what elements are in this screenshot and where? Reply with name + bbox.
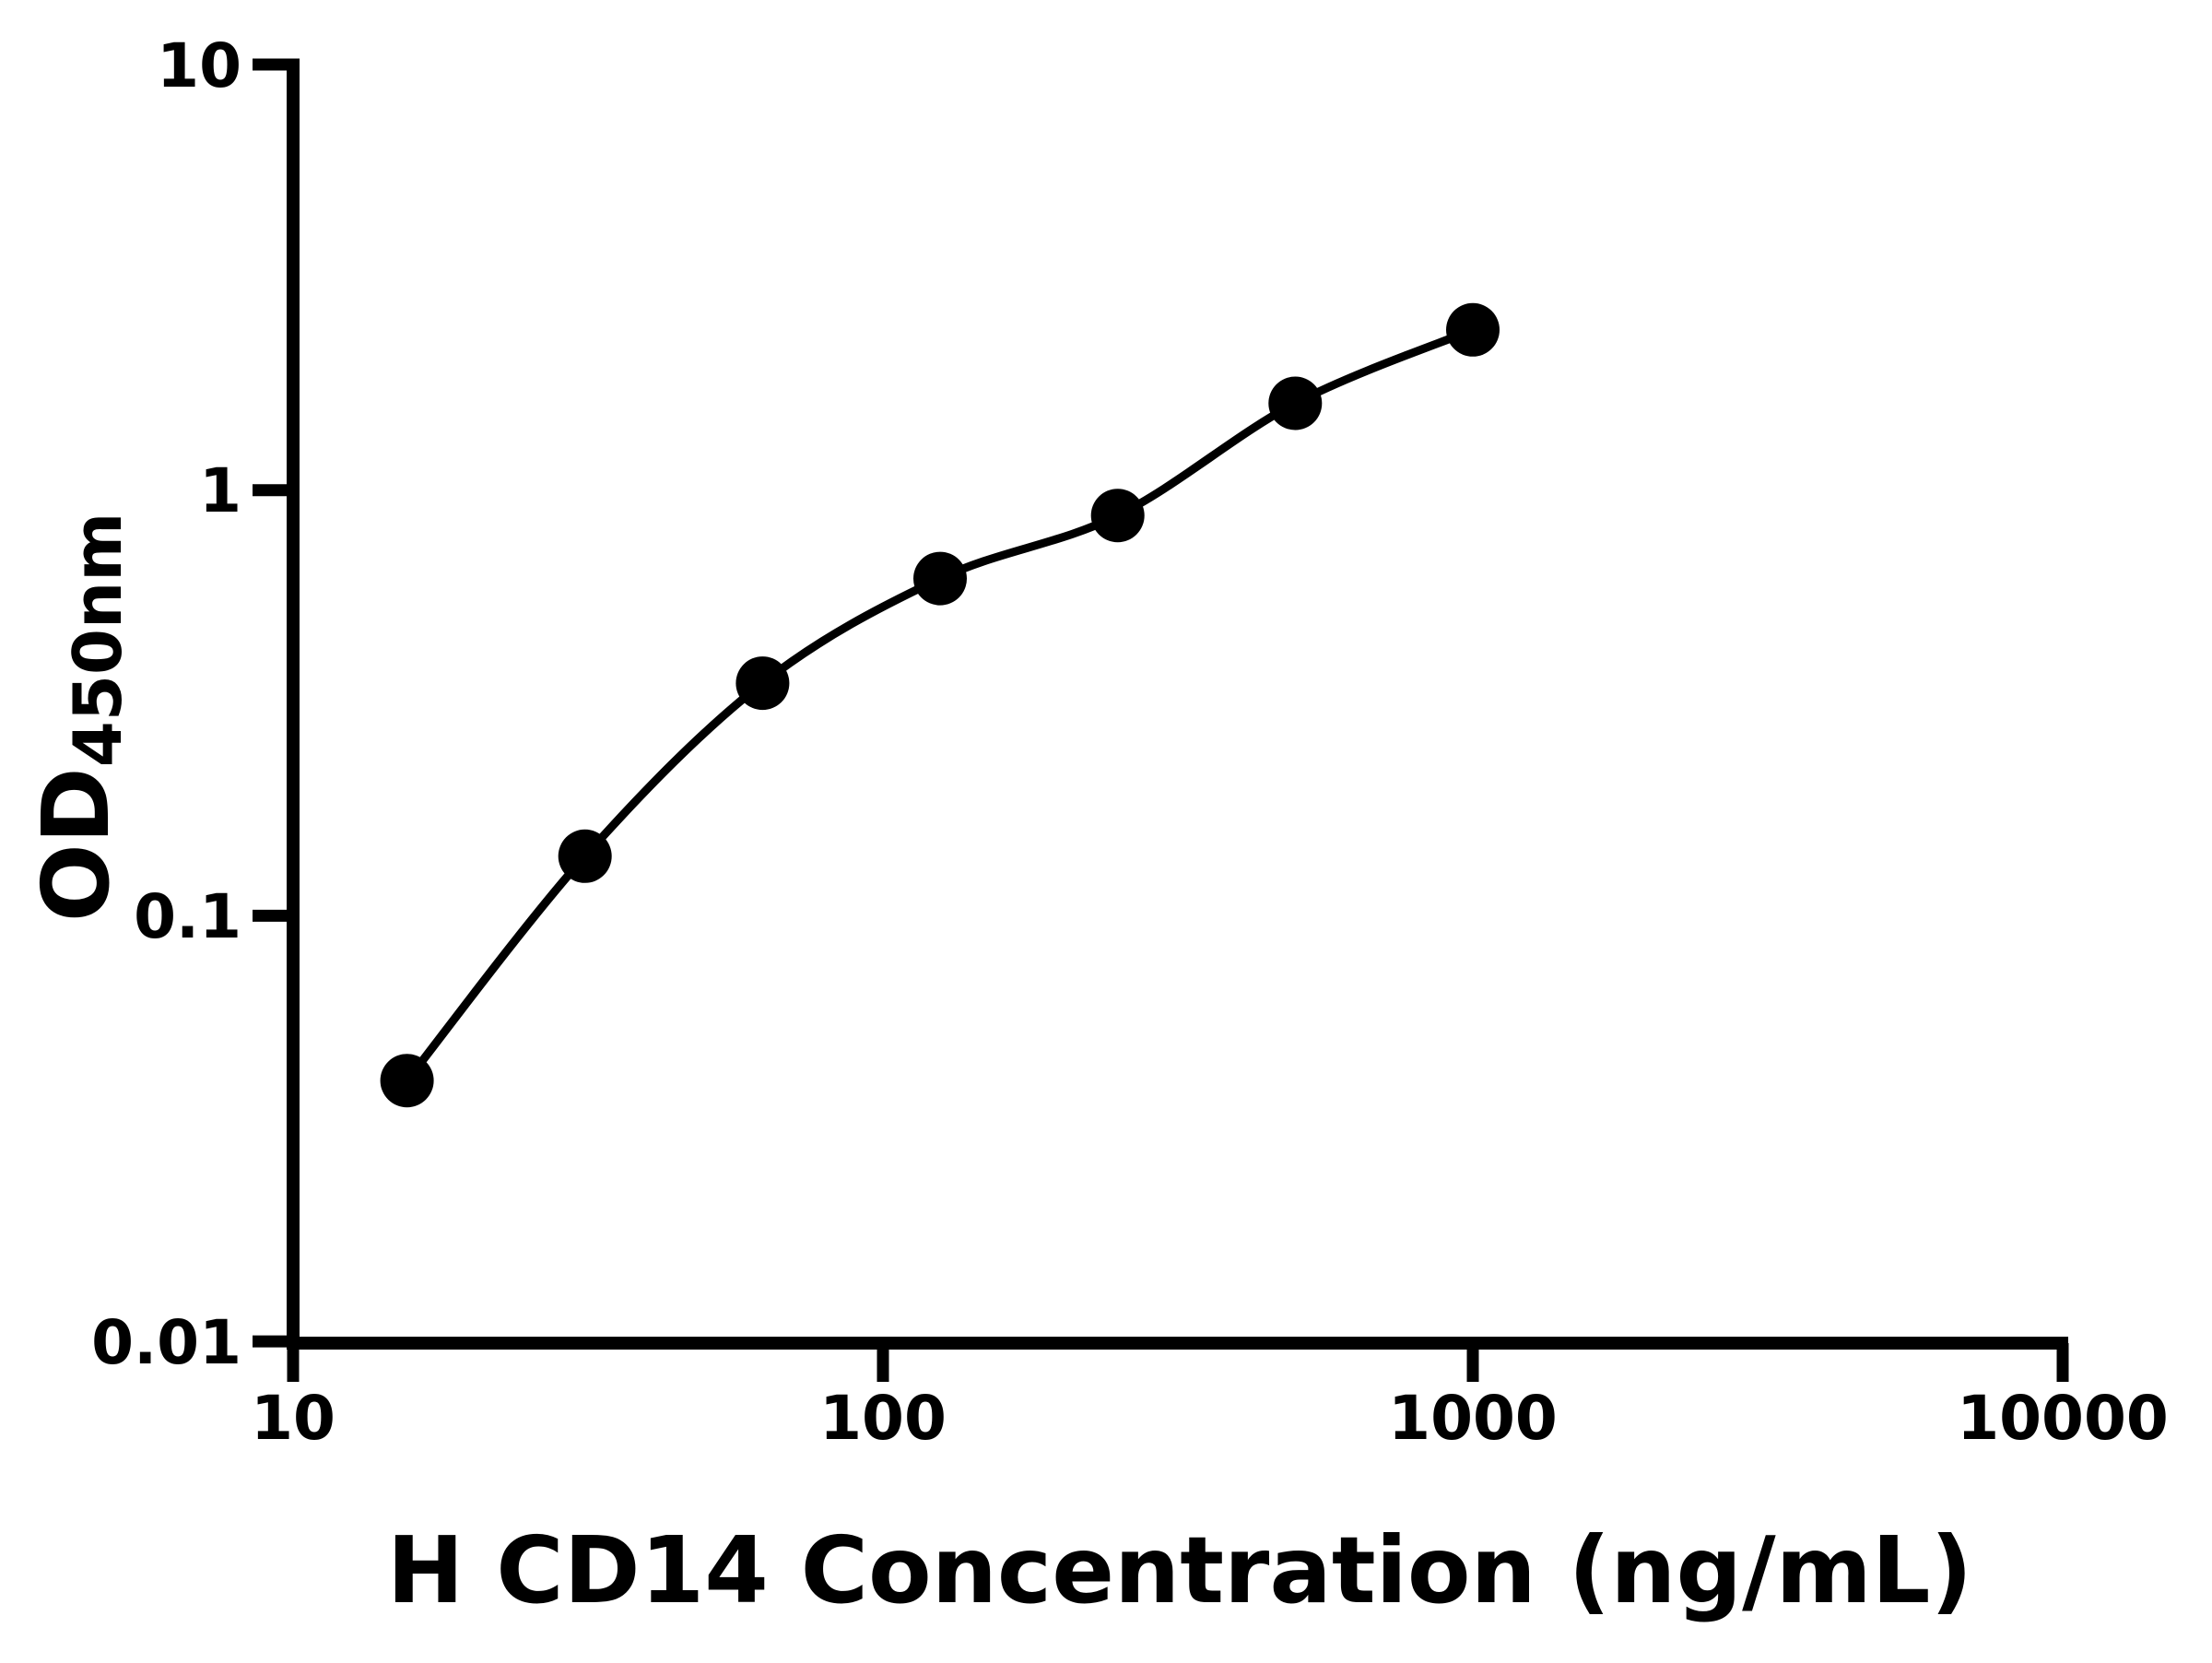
- y-tick-label-0.1: 0.1: [134, 881, 241, 952]
- data-point-marker: [735, 656, 790, 711]
- y-tick-label-10: 10: [157, 30, 241, 101]
- x-tick-label-100: 100: [819, 1383, 947, 1454]
- y-tick-label-1: 1: [199, 455, 241, 526]
- x-tick-label-10000: 10000: [1957, 1383, 2169, 1454]
- fit-curve-line: [404, 325, 1475, 1083]
- data-point-marker: [1268, 376, 1323, 430]
- data-point-marker: [380, 1054, 434, 1108]
- x-tick-label-1000: 1000: [1388, 1383, 1558, 1454]
- y-axis-title: OD450nm: [22, 513, 136, 923]
- y-tick-label-0.01: 0.01: [91, 1307, 241, 1378]
- data-point-marker: [1090, 489, 1145, 543]
- data-point-marker: [558, 829, 612, 883]
- data-point-marker: [1446, 302, 1500, 357]
- y-axis-title-subscript: 450nm: [59, 513, 136, 768]
- x-axis: 10 100 1000 10000: [251, 1337, 2169, 1454]
- x-axis-ticks: [287, 1343, 2069, 1382]
- y-axis-ticks: [253, 58, 293, 1348]
- x-axis-title: H CD14 Concentration (ng/mL): [387, 1516, 1972, 1624]
- x-tick-label-10: 10: [251, 1383, 335, 1454]
- data-point-marker: [913, 551, 967, 606]
- y-axis: 10 1 0.1 0.01: [91, 30, 300, 1378]
- y-axis-title-main: OD: [22, 767, 130, 922]
- data-points: [380, 302, 1500, 1108]
